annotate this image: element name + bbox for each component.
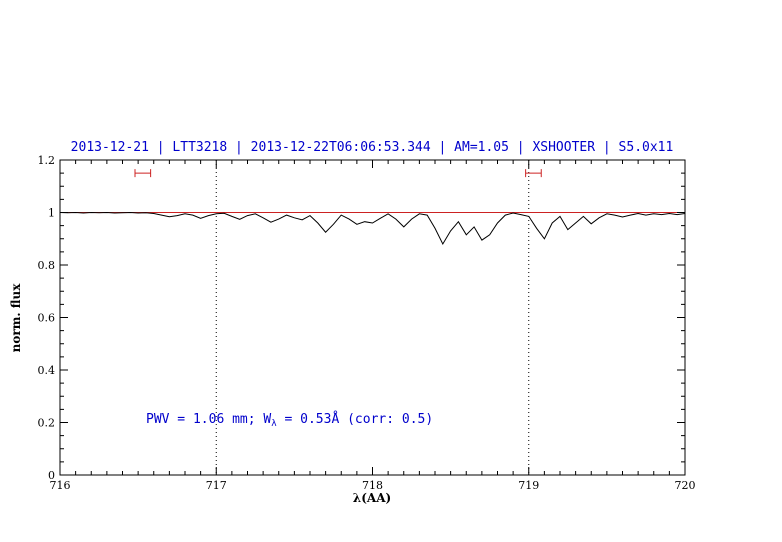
plot-frame — [59, 159, 686, 476]
x-tick-label: 717 — [206, 479, 227, 492]
range-marker — [134, 169, 152, 178]
y-axis-label: norm. flux — [9, 283, 23, 353]
y-tick-label: 0.6 — [38, 312, 56, 325]
x-tick-label: 716 — [50, 479, 71, 492]
x-tick-label: 720 — [675, 479, 696, 492]
y-tick-label: 1.2 — [38, 154, 56, 167]
pwv-annotation-text2: = 0.53Å (corr: 0.5) — [277, 411, 434, 427]
y-tick-label: 0.2 — [38, 417, 56, 430]
x-tick-label: 718 — [362, 479, 383, 492]
y-tick-label: 0 — [48, 469, 55, 482]
y-tick-label: 0.8 — [38, 259, 56, 272]
y-tick-label: 0.4 — [38, 364, 56, 377]
pwv-annotation: PWV = 1.06 mm; Wλ = 0.53Å (corr: 0.5) — [146, 411, 433, 429]
plot-layers: 716 717 718 719 720 0 0.2 0.4 0.6 0.8 1 1.2 — [38, 154, 696, 492]
pwv-annotation-subscript: λ — [271, 419, 277, 429]
chart-title: 2013-12-21 | LTT3218 | 2013-12-22T06:06:… — [71, 140, 674, 155]
x-tick-label: 719 — [518, 479, 539, 492]
range-marker — [525, 169, 542, 178]
y-tick-label: 1 — [48, 207, 55, 220]
pwv-annotation-text: PWV = 1.06 mm; W — [146, 412, 271, 427]
spectrum-line — [59, 211, 686, 246]
x-axis-label: λ(AA) — [353, 491, 391, 505]
